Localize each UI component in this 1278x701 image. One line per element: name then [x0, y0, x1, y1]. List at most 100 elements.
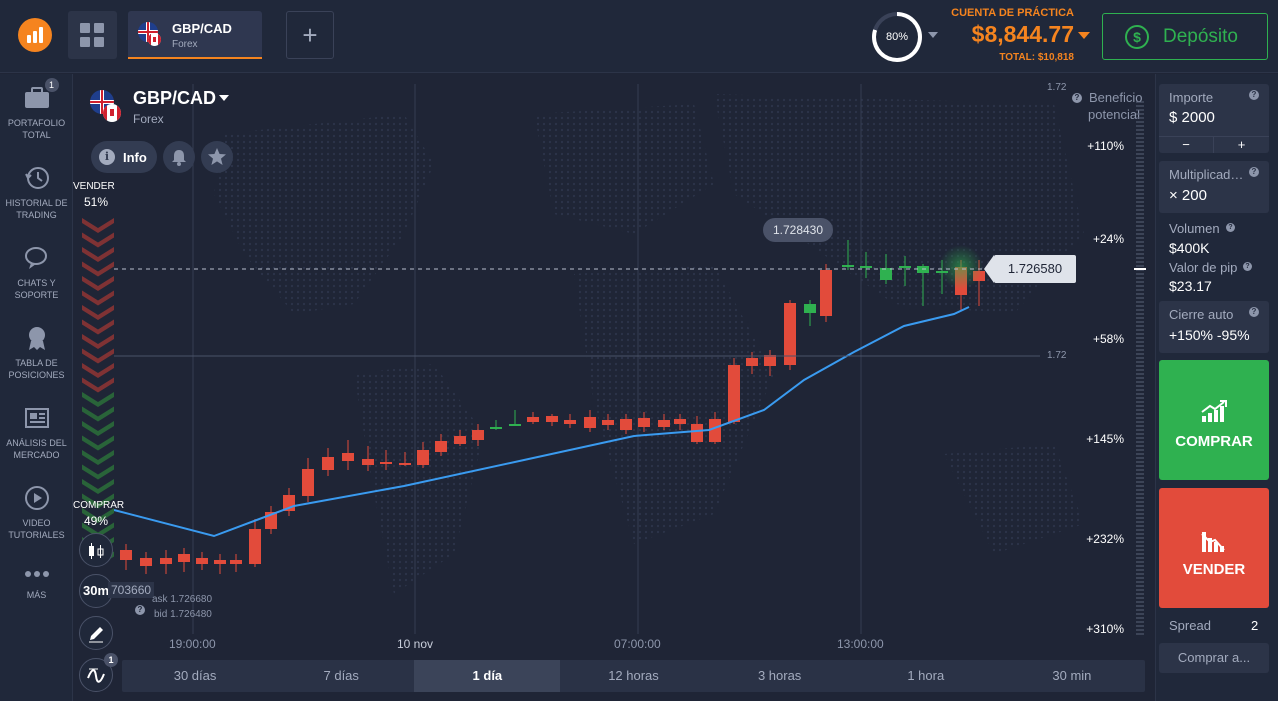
- help-icon[interactable]: ?: [1249, 90, 1259, 100]
- auto-close-value: +150% -95%: [1169, 327, 1250, 343]
- price-chart[interactable]: [74, 74, 1154, 654]
- sidebar-item-portfolio[interactable]: 1 PORTAFOLIO TOTAL: [0, 78, 73, 141]
- sidebar-item-label: MÁS: [26, 590, 47, 600]
- buy-button[interactable]: COMPRAR: [1159, 360, 1269, 480]
- current-price-tag: 1.726580: [984, 255, 1076, 283]
- help-icon[interactable]: ?: [135, 605, 145, 615]
- help-icon[interactable]: ?: [1226, 223, 1235, 232]
- time-range-12h[interactable]: 12 horas: [608, 668, 659, 683]
- candle-body: [546, 416, 558, 422]
- gauge-chevron: [82, 508, 114, 523]
- candle-body: [160, 558, 172, 564]
- auto-close-field[interactable]: Cierre auto ? +150% -95%: [1159, 301, 1269, 353]
- timeframe-button[interactable]: 30m: [79, 574, 113, 608]
- spread-value: 2: [1251, 618, 1259, 633]
- gauge-chevron: [82, 305, 114, 320]
- profit-scale-label: +232%: [1086, 532, 1124, 546]
- high-price-tag: 1.728430: [763, 218, 833, 242]
- candle-body: [880, 268, 892, 280]
- sidebar-item-tutorials[interactable]: VIDEO TUTORIALES: [0, 484, 73, 541]
- sidebar-item-analysis[interactable]: ANÁLISIS DEL MERCADO: [0, 404, 73, 461]
- candle-body: [691, 424, 703, 442]
- candle-body: [230, 560, 242, 564]
- candlestick-icon: [89, 543, 104, 559]
- gauge-chevron: [82, 334, 114, 349]
- gauge-chevron: [82, 450, 114, 465]
- logo-icon[interactable]: [18, 18, 52, 52]
- candle-body: [302, 469, 314, 496]
- asset-tab-type: Forex: [172, 39, 198, 50]
- help-icon[interactable]: ?: [1072, 93, 1082, 103]
- gauge-chevron: [82, 247, 114, 262]
- time-range-1d[interactable]: 1 día: [414, 660, 561, 692]
- chat-icon: [23, 244, 51, 272]
- amount-minus-button[interactable]: −: [1159, 136, 1214, 153]
- amount-label: Importe: [1169, 90, 1214, 105]
- deposit-label: Depósito: [1163, 26, 1238, 47]
- time-range-3h[interactable]: 3 horas: [757, 668, 802, 683]
- sidebar-item-chat[interactable]: CHATS Y SOPORTE: [0, 244, 73, 301]
- asset-tab[interactable]: GBP/CAD Forex: [128, 11, 262, 59]
- gauge-chevron: [82, 290, 114, 306]
- deposit-button[interactable]: $ Depósito: [1102, 13, 1268, 60]
- time-range-30d[interactable]: 30 días: [173, 668, 217, 683]
- gauge-chevron: [82, 232, 114, 248]
- drawing-tool-button[interactable]: [79, 616, 113, 650]
- bell-icon[interactable]: [163, 141, 195, 173]
- info-button[interactable]: i Info: [91, 141, 157, 173]
- more-icon: [23, 564, 51, 584]
- amount-value[interactable]: $ 2000: [1169, 109, 1215, 126]
- profit-scale-label: +145%: [1086, 432, 1124, 446]
- pip-value: $23.17: [1169, 278, 1212, 294]
- buy-at-button[interactable]: Comprar a...: [1159, 643, 1269, 673]
- gauge-chevron: [82, 348, 114, 364]
- help-icon[interactable]: ?: [1243, 262, 1252, 271]
- ca-flag-icon: [103, 104, 121, 122]
- star-icon[interactable]: [201, 141, 233, 173]
- profit-scale-label: +24%: [1092, 232, 1124, 246]
- chart-grid: [192, 84, 862, 634]
- gauge-chevron: [82, 421, 114, 436]
- time-range-30m[interactable]: 30 min: [1052, 668, 1092, 683]
- amount-plus-button[interactable]: +: [1214, 136, 1269, 153]
- candle-body: [417, 450, 429, 465]
- sell-button[interactable]: VENDER: [1159, 488, 1269, 608]
- chevron-down-icon[interactable]: [219, 95, 229, 101]
- chevron-down-icon[interactable]: [928, 32, 938, 38]
- pencil-icon: [89, 627, 103, 643]
- chart-pair-name[interactable]: GBP/CAD: [133, 88, 217, 108]
- gauge-chevron: [82, 218, 114, 233]
- bid-price: bid 1.726480: [154, 609, 212, 620]
- grid-label-top: 1.72: [1047, 82, 1067, 93]
- candle-body: [728, 365, 740, 422]
- buy-sentiment-label: COMPRAR: [73, 500, 125, 511]
- apps-grid-icon[interactable]: [68, 11, 117, 59]
- sidebar-item-label: HISTORIAL DE: [5, 198, 68, 208]
- sidebar-item-leaderboard[interactable]: TABLA DE POSICIONES: [0, 324, 73, 381]
- help-icon[interactable]: ?: [1249, 307, 1259, 317]
- gauge-chevron: [82, 435, 114, 451]
- candle-body: [674, 419, 686, 424]
- candle-body: [472, 430, 484, 440]
- candle-body: [178, 554, 190, 562]
- gauge-chevron: [82, 261, 114, 277]
- amount-field[interactable]: Importe ? $ 2000 − +: [1159, 84, 1269, 153]
- time-range-1h[interactable]: 1 hora: [907, 668, 945, 683]
- candle-body: [709, 419, 721, 442]
- multiplier-field[interactable]: Multiplicad… ? × 200: [1159, 161, 1269, 213]
- chevron-down-icon[interactable]: [1078, 32, 1090, 39]
- briefcase-icon: 1: [23, 78, 59, 112]
- progress-ring[interactable]: 80%: [872, 12, 922, 62]
- add-tab-button[interactable]: +: [286, 11, 334, 59]
- time-range-7d[interactable]: 7 días: [323, 668, 359, 683]
- left-sidebar: 1 PORTAFOLIO TOTAL HISTORIAL DE TRADING …: [0, 74, 73, 701]
- chart-type-button[interactable]: [79, 533, 113, 567]
- gauge-chevron: [82, 377, 114, 393]
- profit-header: Beneficio: [1089, 90, 1143, 105]
- sidebar-item-history[interactable]: HISTORIAL DE TRADING: [0, 164, 73, 221]
- volume-label: Volumen: [1169, 221, 1220, 236]
- indicators-button[interactable]: 1: [79, 653, 118, 692]
- help-icon[interactable]: ?: [1249, 167, 1259, 177]
- asset-tab-name: GBP/CAD: [172, 21, 232, 36]
- sidebar-item-more[interactable]: MÁS: [0, 564, 73, 601]
